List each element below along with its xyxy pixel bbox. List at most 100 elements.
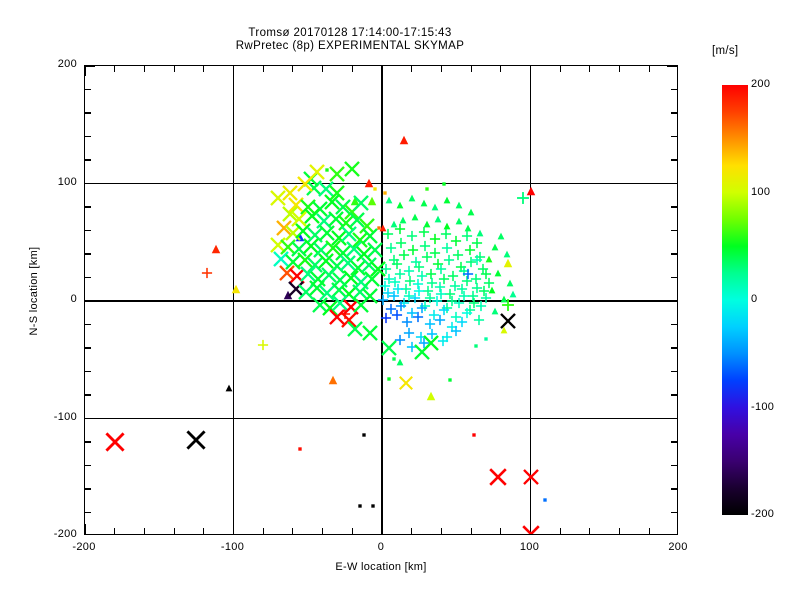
x-tick-label: 0: [377, 541, 385, 553]
data-point-marker: [323, 193, 341, 216]
data-point-marker: [438, 303, 450, 321]
data-point-marker: [281, 184, 299, 207]
data-point-marker: [458, 264, 470, 282]
data-point-marker: [364, 175, 374, 193]
data-point-marker: [452, 248, 464, 266]
data-point-marker: [348, 211, 366, 234]
axis-tick: [381, 524, 383, 534]
data-point-marker: [425, 267, 437, 285]
data-point-marker: [389, 275, 401, 293]
data-point-marker: [450, 234, 462, 252]
data-point-marker: [526, 183, 536, 201]
data-point-marker: [296, 440, 304, 458]
x-tick-label: -200: [72, 541, 96, 553]
data-point-marker: [185, 429, 207, 456]
data-point-marker: [360, 256, 378, 279]
data-point-marker: [321, 299, 339, 322]
data-point-marker: [395, 299, 407, 317]
data-point-marker: [299, 265, 317, 288]
axis-tick: [589, 66, 591, 72]
figure-title: Tromsø 20170128 17:14:00-17:15:43 RwPret…: [0, 27, 700, 53]
data-point-marker: [343, 160, 361, 183]
data-point-marker: [287, 196, 305, 219]
data-point-marker: [462, 267, 474, 285]
data-point-marker: [447, 269, 459, 287]
data-point-marker: [456, 282, 468, 300]
x-tick-label: 100: [519, 541, 540, 553]
data-point-marker: [269, 189, 287, 212]
colorbar-tick-label: 0: [751, 293, 758, 305]
data-point-marker: [480, 291, 492, 309]
data-point-marker: [441, 241, 453, 259]
axis-tick: [351, 66, 353, 72]
axis-tick: [85, 300, 95, 302]
data-point-marker: [328, 165, 346, 188]
data-point-marker: [360, 426, 368, 444]
data-point-marker: [509, 285, 517, 303]
axis-tick: [85, 66, 95, 67]
data-point-marker: [468, 296, 480, 314]
y-tick-label: -200: [53, 528, 77, 540]
data-point-marker: [434, 313, 446, 331]
data-point-marker: [419, 239, 431, 257]
axis-tick: [292, 66, 294, 72]
data-point-marker: [385, 302, 397, 320]
data-point-marker: [303, 207, 321, 230]
axis-tick: [85, 135, 91, 138]
data-point-marker: [390, 215, 398, 233]
data-point-marker: [382, 286, 394, 304]
data-point-marker: [435, 262, 447, 280]
data-point-marker: [412, 310, 424, 328]
data-point-marker: [406, 229, 418, 247]
data-point-marker: [294, 222, 312, 245]
data-point-marker: [278, 264, 296, 287]
data-point-marker: [494, 264, 502, 282]
axis-tick: [85, 524, 86, 534]
y-tick-label: -100: [53, 410, 77, 423]
data-point-marker: [465, 255, 477, 273]
data-point-marker: [406, 306, 418, 324]
data-point-marker: [380, 339, 398, 362]
data-point-marker: [350, 193, 360, 211]
data-point-marker: [401, 315, 413, 333]
data-point-marker: [450, 310, 462, 328]
data-point-marker: [308, 163, 326, 186]
axis-tick: [85, 88, 91, 91]
data-point-marker: [403, 289, 415, 307]
axis-tick: [559, 528, 561, 534]
data-point-marker: [315, 212, 333, 235]
data-point-marker: [318, 284, 336, 307]
axis-tick: [559, 66, 561, 72]
data-point-marker: [453, 296, 465, 314]
data-point-marker: [328, 308, 346, 331]
data-point-marker: [382, 227, 394, 245]
data-point-marker: [363, 270, 381, 293]
axis-tick: [671, 112, 677, 114]
colorbar-tick-label: -100: [751, 400, 775, 413]
data-point-marker: [521, 524, 541, 534]
axis-tick: [203, 66, 205, 72]
y-tick-label: 200: [57, 58, 77, 70]
data-point-marker: [342, 269, 360, 292]
data-point-marker: [506, 274, 514, 292]
data-point-marker: [317, 180, 335, 203]
data-point-marker: [413, 284, 425, 302]
axis-tick: [114, 66, 116, 72]
data-point-marker: [456, 315, 468, 333]
axis-tick: [671, 276, 677, 279]
axis-tick: [470, 66, 472, 72]
data-point-marker: [231, 281, 241, 299]
data-point-marker: [426, 327, 438, 345]
axis-tick: [667, 417, 677, 420]
data-point-marker: [371, 180, 379, 198]
data-point-marker: [461, 229, 473, 247]
data-point-marker: [398, 375, 414, 396]
axis-tick: [671, 253, 677, 255]
data-point-marker: [431, 198, 439, 216]
data-point-marker: [361, 324, 379, 347]
data-point-marker: [446, 371, 454, 389]
data-point-marker: [385, 191, 393, 209]
data-point-marker: [426, 388, 436, 406]
data-point-marker: [423, 180, 431, 198]
data-point-marker: [431, 294, 443, 312]
